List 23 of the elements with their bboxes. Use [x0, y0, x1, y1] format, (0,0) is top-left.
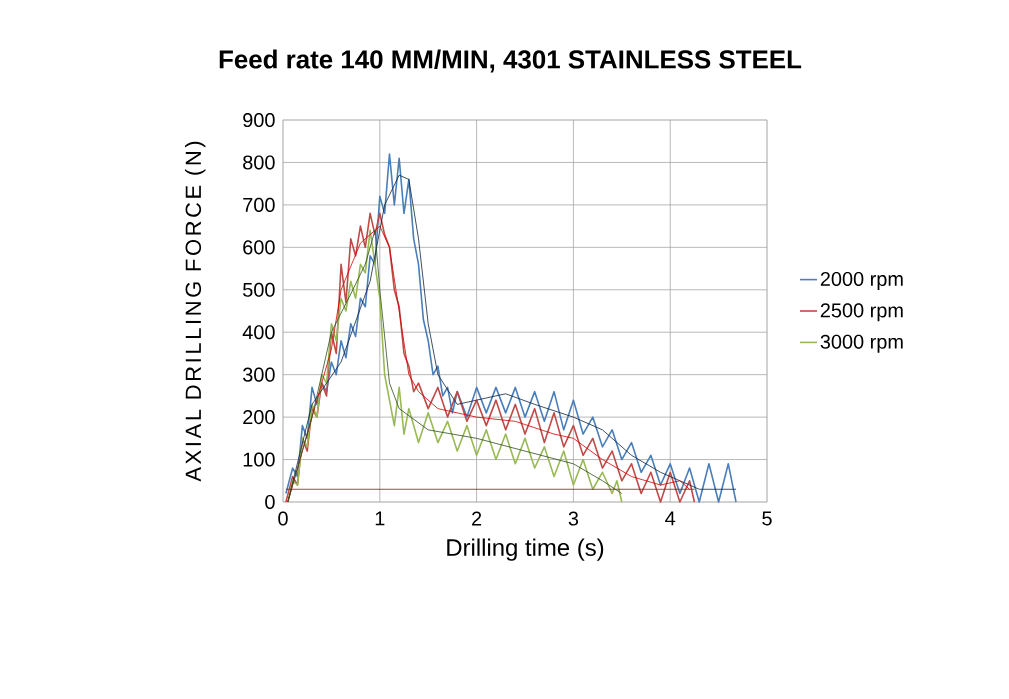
y-tick-label: 400 — [242, 325, 275, 340]
x-axis-title: Drilling time (s) — [447, 538, 604, 561]
x-tick-label: 5 — [762, 511, 772, 526]
y-tick-label: 600 — [243, 240, 275, 255]
legend-label: 3000 rpm — [820, 334, 903, 353]
y-tick-label: 900 — [243, 112, 275, 128]
y-tick-label: 100 — [243, 452, 275, 467]
line-series — [287, 229, 623, 503]
y-tick-label: 700 — [243, 197, 275, 212]
y-tick-label: 0 — [265, 494, 275, 510]
x-tick-label: 4 — [665, 511, 676, 526]
y-tick-label: 200 — [243, 410, 275, 425]
legend-label: 2500 rpm — [820, 303, 903, 322]
y-tick-label: 800 — [243, 155, 275, 170]
y-axis-title: AXIAL DRILLING FORCE (N) — [184, 141, 206, 482]
x-tick-label: 2 — [472, 511, 482, 526]
legend-label: 2000 rpm — [820, 271, 903, 290]
chart-title: Feed rate 140 MM/MIN, 4301 STAINLESS STEEL — [219, 49, 802, 73]
x-tick-label: 1 — [375, 511, 385, 526]
x-tick-label: 0 — [278, 511, 288, 526]
y-tick-label: 500 — [243, 282, 275, 297]
y-tick-label: 300 — [243, 367, 275, 382]
x-tick-label: 3 — [568, 511, 579, 526]
